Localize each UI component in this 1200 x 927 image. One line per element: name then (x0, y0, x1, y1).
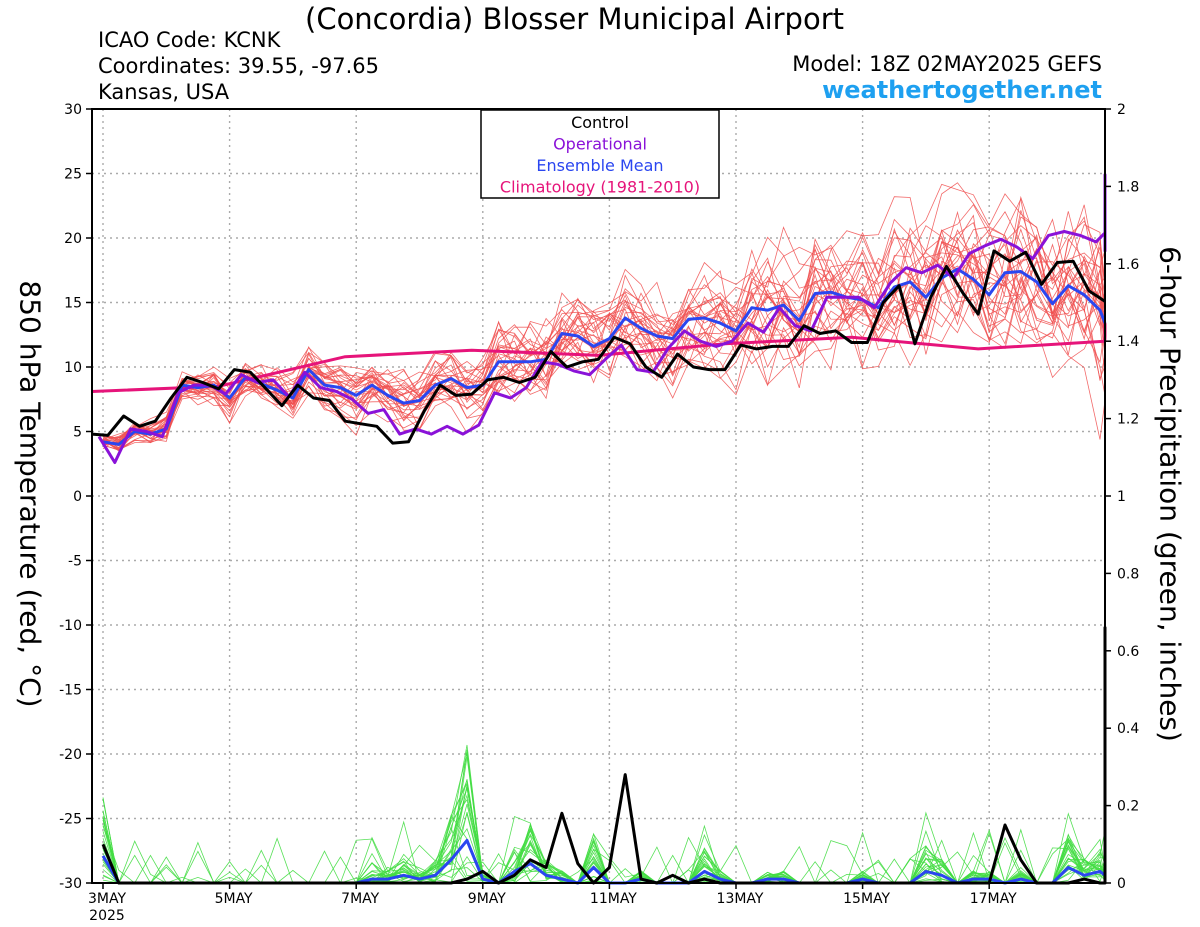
temperature-member-line (102, 252, 1106, 449)
temperature-member-line (102, 220, 1106, 443)
x-tick-label: 7MAY (341, 891, 379, 907)
temperature-member-line (102, 225, 1106, 445)
precipitation-member-line (102, 699, 1106, 884)
y-tick-label: 15 (64, 296, 82, 312)
temperature-member-line (102, 216, 1106, 440)
y2-tick-label: 0 (1117, 876, 1126, 892)
y-tick-label: 10 (64, 360, 82, 376)
main-series (91, 173, 1107, 885)
y2-tick-label: 0.8 (1117, 566, 1139, 582)
legend-entry: Control (571, 113, 629, 132)
legend-entry: Climatology (1981-2010) (500, 178, 700, 197)
y2-tick-label: 0.2 (1117, 799, 1139, 815)
x-tick-label: 15MAY (843, 891, 890, 907)
x-tick-label: 17MAY (970, 891, 1017, 907)
legend: Control Operational Ensemble Mean Climatolo… (480, 109, 720, 199)
ensemble-members (102, 182, 1106, 885)
site-link[interactable]: weathertogether.net (822, 76, 1102, 104)
precipitation-member-line (102, 749, 1106, 884)
temperature-member-line (102, 237, 1106, 446)
location: Kansas, USA (98, 80, 230, 104)
y2-tick-label: 1 (1117, 489, 1126, 505)
y-tick-label: 5 (73, 425, 82, 441)
legend-box (480, 109, 720, 199)
precipitation-member-line (102, 716, 1106, 884)
temperature-member-line (102, 211, 1106, 446)
temperature-member-line (102, 250, 1106, 450)
y-tick-label: -15 (59, 683, 82, 699)
precipitation-member-line (102, 723, 1106, 884)
precipitation-member-line (102, 751, 1106, 884)
y-tick-label: -25 (59, 812, 82, 828)
chart-title: (Concordia) Blosser Municipal Airport (305, 2, 845, 36)
temperature-member-line (102, 218, 1106, 451)
temp-ensemble-mean-line (102, 267, 1107, 446)
y-tick-label: -5 (68, 554, 82, 570)
y2-tick-label: 1.4 (1117, 334, 1139, 350)
y-tick-label: 30 (64, 102, 82, 118)
temperature-member-line (102, 197, 1106, 446)
icao-code: ICAO Code: KCNK (98, 28, 281, 52)
precip-control-line (101, 626, 1107, 885)
y-tick-label: -30 (59, 876, 82, 892)
temperature-member-line (102, 210, 1106, 441)
model-run: Model: 18Z 02MAY2025 GEFS (792, 52, 1102, 76)
legend-entry: Operational (553, 135, 647, 154)
temperature-member-line (102, 234, 1106, 439)
grid-lines (92, 109, 1105, 883)
y-tick-label: 0 (73, 489, 82, 505)
temperature-member-line (102, 196, 1106, 442)
temperature-member-line (102, 204, 1106, 450)
y2-tick-label: 1.8 (1117, 179, 1139, 195)
temperature-member-line (102, 243, 1106, 441)
x-tick-label: 9MAY (468, 891, 506, 907)
y2-tick-label: 0.6 (1117, 644, 1139, 660)
temperature-member-line (102, 229, 1106, 447)
temperature-member-line (102, 229, 1106, 444)
y-tick-label: 25 (64, 167, 82, 183)
y2-tick-label: 0.4 (1117, 721, 1139, 737)
temperature-member-line (102, 224, 1106, 442)
x-tick-label: 3MAY (88, 891, 126, 907)
coordinates: Coordinates: 39.55, -97.65 (98, 54, 379, 78)
temperature-member-line (102, 218, 1106, 443)
y2-tick-label: 1.6 (1117, 257, 1139, 273)
y2-tick-label: 2 (1117, 102, 1126, 118)
precipitation-member-line (102, 744, 1106, 884)
y-tick-label: 20 (64, 231, 82, 247)
legend-entry: Ensemble Mean (536, 156, 663, 175)
axes: 302520151050-5-10-15-20-25-3021.81.61.41… (59, 102, 1139, 924)
precipitation-member-line (102, 738, 1106, 884)
y2-tick-label: 1.2 (1117, 412, 1139, 428)
x-tick-label: 13MAY (717, 891, 764, 907)
x-tick-label: 2025 (89, 908, 125, 924)
y-tick-label: -10 (59, 618, 82, 634)
precipitation-member-line (102, 756, 1106, 884)
x-tick-label: 11MAY (590, 891, 637, 907)
temp-control-line (91, 249, 1106, 445)
x-tick-label: 5MAY (215, 891, 253, 907)
precipitation-member-line (102, 761, 1106, 884)
precipitation-member-line (102, 727, 1106, 884)
y-tick-label: -20 (59, 747, 82, 763)
